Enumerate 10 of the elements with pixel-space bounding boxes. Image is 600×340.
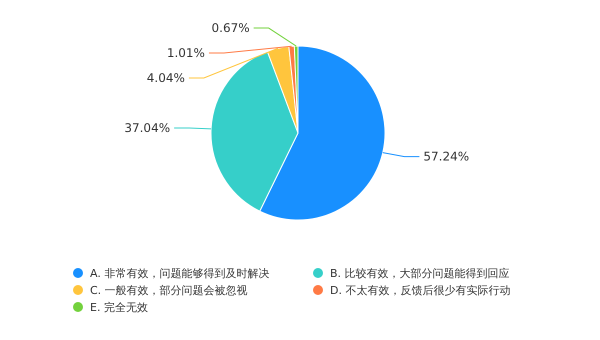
legend-label: A. 非常有效，问题能够得到及时解决: [90, 267, 270, 280]
legend-label: B. 比较有效，大部分问题能得到回应: [330, 267, 510, 280]
legend-label: E. 完全无效: [90, 301, 148, 314]
data-label: 4.04%: [146, 71, 185, 86]
data-label: 1.01%: [166, 46, 205, 60]
data-label: 37.04%: [124, 120, 170, 135]
data-label: 57.24%: [423, 150, 470, 164]
data-label: 0.67%: [212, 21, 250, 36]
legend-label: D. 不太有效，反馈后很少有实际行动: [330, 284, 510, 297]
legend-label: C. 一般有效，部分问题会被忽视: [90, 284, 248, 297]
